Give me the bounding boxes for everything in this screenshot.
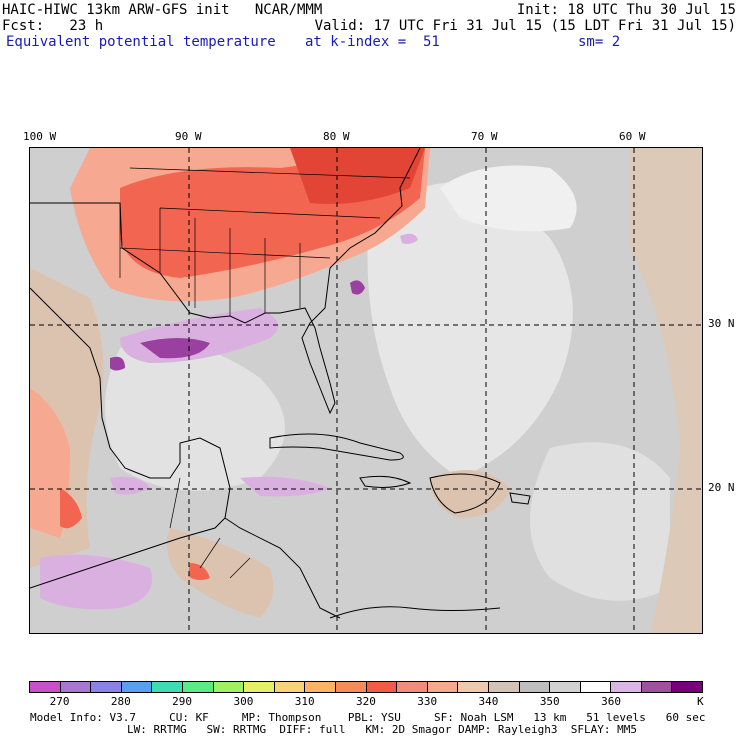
model-title: HAIC-HIWC 13km ARW-GFS init NCAR/MMM — [2, 2, 323, 18]
puerto-rico-outline — [509, 492, 531, 505]
yucatan-lavender-spot — [110, 476, 150, 495]
field-name: Equivalent potential temperature — [6, 34, 276, 50]
graticule — [30, 148, 702, 633]
mexico-coast — [30, 287, 231, 589]
colorbar-swatch — [611, 682, 642, 692]
colorbar-swatch — [641, 682, 673, 692]
us-gulf-atlantic-coast — [30, 148, 421, 415]
colorbar-swatch — [488, 682, 520, 692]
colorbar-swatch — [91, 682, 122, 692]
caribbean-lavender-band — [240, 476, 330, 497]
colorbar-tick-label: 350 — [539, 695, 560, 708]
coastlines — [30, 148, 531, 619]
forecast-hour: Fcst: 23 h — [2, 18, 104, 34]
cuba-outline — [269, 433, 404, 461]
model-info-line1: Model Info: V3.7 CU: KF MP: Thompson PBL… — [30, 711, 706, 724]
colorbar-tick-label: 300 — [233, 695, 254, 708]
lon-label-100w: 100 W — [23, 130, 57, 143]
atlantic-light-region — [367, 181, 573, 479]
colorbar-swatch — [550, 682, 581, 692]
gulf-light-region — [105, 342, 285, 491]
colorbar-swatch — [672, 682, 703, 692]
colorbar-swatch — [60, 682, 92, 692]
colorbar-swatch — [244, 682, 275, 692]
colorbar-swatch — [121, 682, 153, 692]
colorbar-swatch — [305, 682, 336, 692]
colorbar-tick-label: 280 — [110, 695, 131, 708]
colorbar — [29, 681, 703, 693]
map-panel — [29, 147, 703, 634]
atlantic-light-region-2 — [530, 442, 670, 601]
colorbar-tick-label: 290 — [172, 695, 193, 708]
lat-label-20n: 20 N — [708, 481, 735, 494]
colorbar-unit: K — [697, 695, 704, 708]
level-index: at k-index = 51 — [305, 34, 440, 50]
atlantic-lavender-spot — [400, 233, 418, 244]
valid-time: Valid: 17 UTC Fri 31 Jul 15 (15 LDT Fri … — [314, 18, 736, 34]
colorbar-swatch — [182, 682, 214, 692]
pacific-lavender-region — [40, 554, 152, 610]
colorbar-tick-label: 310 — [294, 695, 315, 708]
theta-e-field — [30, 148, 702, 633]
colorbar-swatch — [397, 682, 428, 692]
smoothing: sm= 2 — [578, 34, 621, 50]
lat-label-30n: 30 N — [708, 317, 735, 330]
central-america-tan — [166, 528, 274, 618]
state-borders — [119, 167, 411, 579]
gulf-purple-core — [140, 338, 210, 359]
lon-label-80w: 80 W — [323, 130, 350, 143]
colorbar-swatch — [30, 682, 61, 692]
state-lines — [119, 167, 411, 316]
lon-label-90w: 90 W — [175, 130, 202, 143]
colorbar-swatch — [458, 682, 489, 692]
hispaniola-tan — [430, 470, 510, 518]
jamaica-outline — [359, 475, 412, 488]
gulf-purple-spot — [110, 356, 125, 371]
lon-label-60w: 60 W — [619, 130, 646, 143]
init-time: Init: 18 UTC Thu 30 Jul 15 — [516, 2, 736, 18]
east-tan-region — [630, 148, 702, 633]
atlantic-purple-spot — [350, 280, 365, 295]
country-lines — [169, 477, 251, 579]
model-info-line2: LW: RRTMG SW: RRTMG DIFF: full KM: 2D Sm… — [127, 723, 637, 736]
colorbar-swatch — [580, 682, 612, 692]
central-america-coast — [224, 517, 341, 619]
central-america-warm-spot — [188, 563, 210, 581]
colorbar-tick-label: 360 — [601, 695, 621, 708]
colorbar-swatch — [213, 682, 245, 692]
colorbar-swatch — [274, 682, 306, 692]
colorbar-swatch — [366, 682, 398, 692]
white-patch — [440, 165, 577, 232]
south-america-coast — [329, 606, 501, 619]
colorbar-tick-label: 340 — [478, 695, 499, 708]
colorbar-swatch — [427, 682, 459, 692]
colorbar-swatch — [335, 682, 367, 692]
mexico-warm-spot — [60, 488, 82, 529]
colorbar-swatch — [152, 682, 183, 692]
colorbar-swatch — [519, 682, 551, 692]
lon-label-70w: 70 W — [471, 130, 498, 143]
colorbar-tick-label: 320 — [356, 695, 376, 708]
colorbar-tick-label: 330 — [417, 695, 438, 708]
colorbar-tick-label: 270 — [49, 695, 70, 708]
